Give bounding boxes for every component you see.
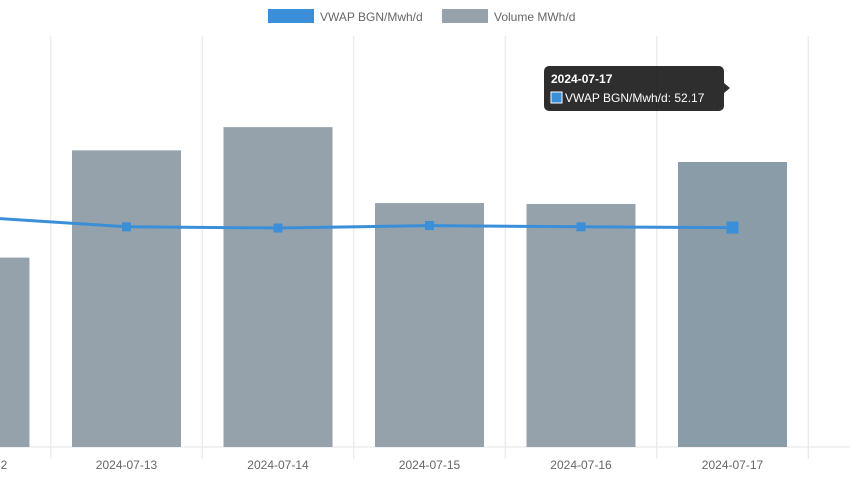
tooltip-swatch <box>550 91 563 104</box>
legend-swatch <box>268 9 314 23</box>
bar-2024-07-14[interactable] <box>223 127 333 448</box>
legend-item[interactable]: Volume MWh/d <box>442 9 575 24</box>
x-axis-ticks: 2 2024-07-13 2024-07-14 2024-07-15 2024-07-1… <box>1 458 764 472</box>
bar-2024-07-17[interactable] <box>678 161 787 447</box>
bar-2024-07-15[interactable] <box>375 203 484 447</box>
x-tick-label: 2 <box>1 458 8 472</box>
legend: VWAP BGN/Mwh/d Volume MWh/d <box>268 9 575 24</box>
bar-2024-07-12[interactable] <box>0 257 30 447</box>
x-tick-label: 2024-07-17 <box>702 458 764 472</box>
legend-label: VWAP BGN/Mwh/d <box>320 10 423 24</box>
tooltip-caret <box>724 83 730 93</box>
tooltip-label: VWAP BGN/Mwh/d: 52.17 <box>565 91 705 105</box>
bar-series <box>0 127 787 448</box>
x-tick-label: 2024-07-14 <box>247 458 309 472</box>
tooltip: 2024-07-17 VWAP BGN/Mwh/d: 52.17 <box>544 66 730 111</box>
legend-label: Volume MWh/d <box>494 10 575 24</box>
line-point-2024-07-17[interactable] <box>726 221 739 234</box>
tooltip-box <box>544 66 724 111</box>
x-tick-label: 2024-07-16 <box>550 458 612 472</box>
legend-item[interactable]: VWAP BGN/Mwh/d <box>268 9 423 24</box>
line-point-2024-07-15[interactable] <box>425 221 434 231</box>
bar-2024-07-16[interactable] <box>526 203 636 447</box>
line-point-2024-07-14[interactable] <box>273 223 283 233</box>
x-tick-label: 2024-07-13 <box>96 458 158 472</box>
line-vwap <box>0 217 733 230</box>
tooltip-title: 2024-07-17 <box>551 72 613 86</box>
x-tick-label: 2024-07-15 <box>399 458 461 472</box>
bar-2024-07-13[interactable] <box>72 150 181 447</box>
line-markers <box>122 221 739 234</box>
line-point-2024-07-13[interactable] <box>122 222 131 232</box>
legend-swatch <box>442 9 488 23</box>
line-point-2024-07-16[interactable] <box>576 222 586 232</box>
